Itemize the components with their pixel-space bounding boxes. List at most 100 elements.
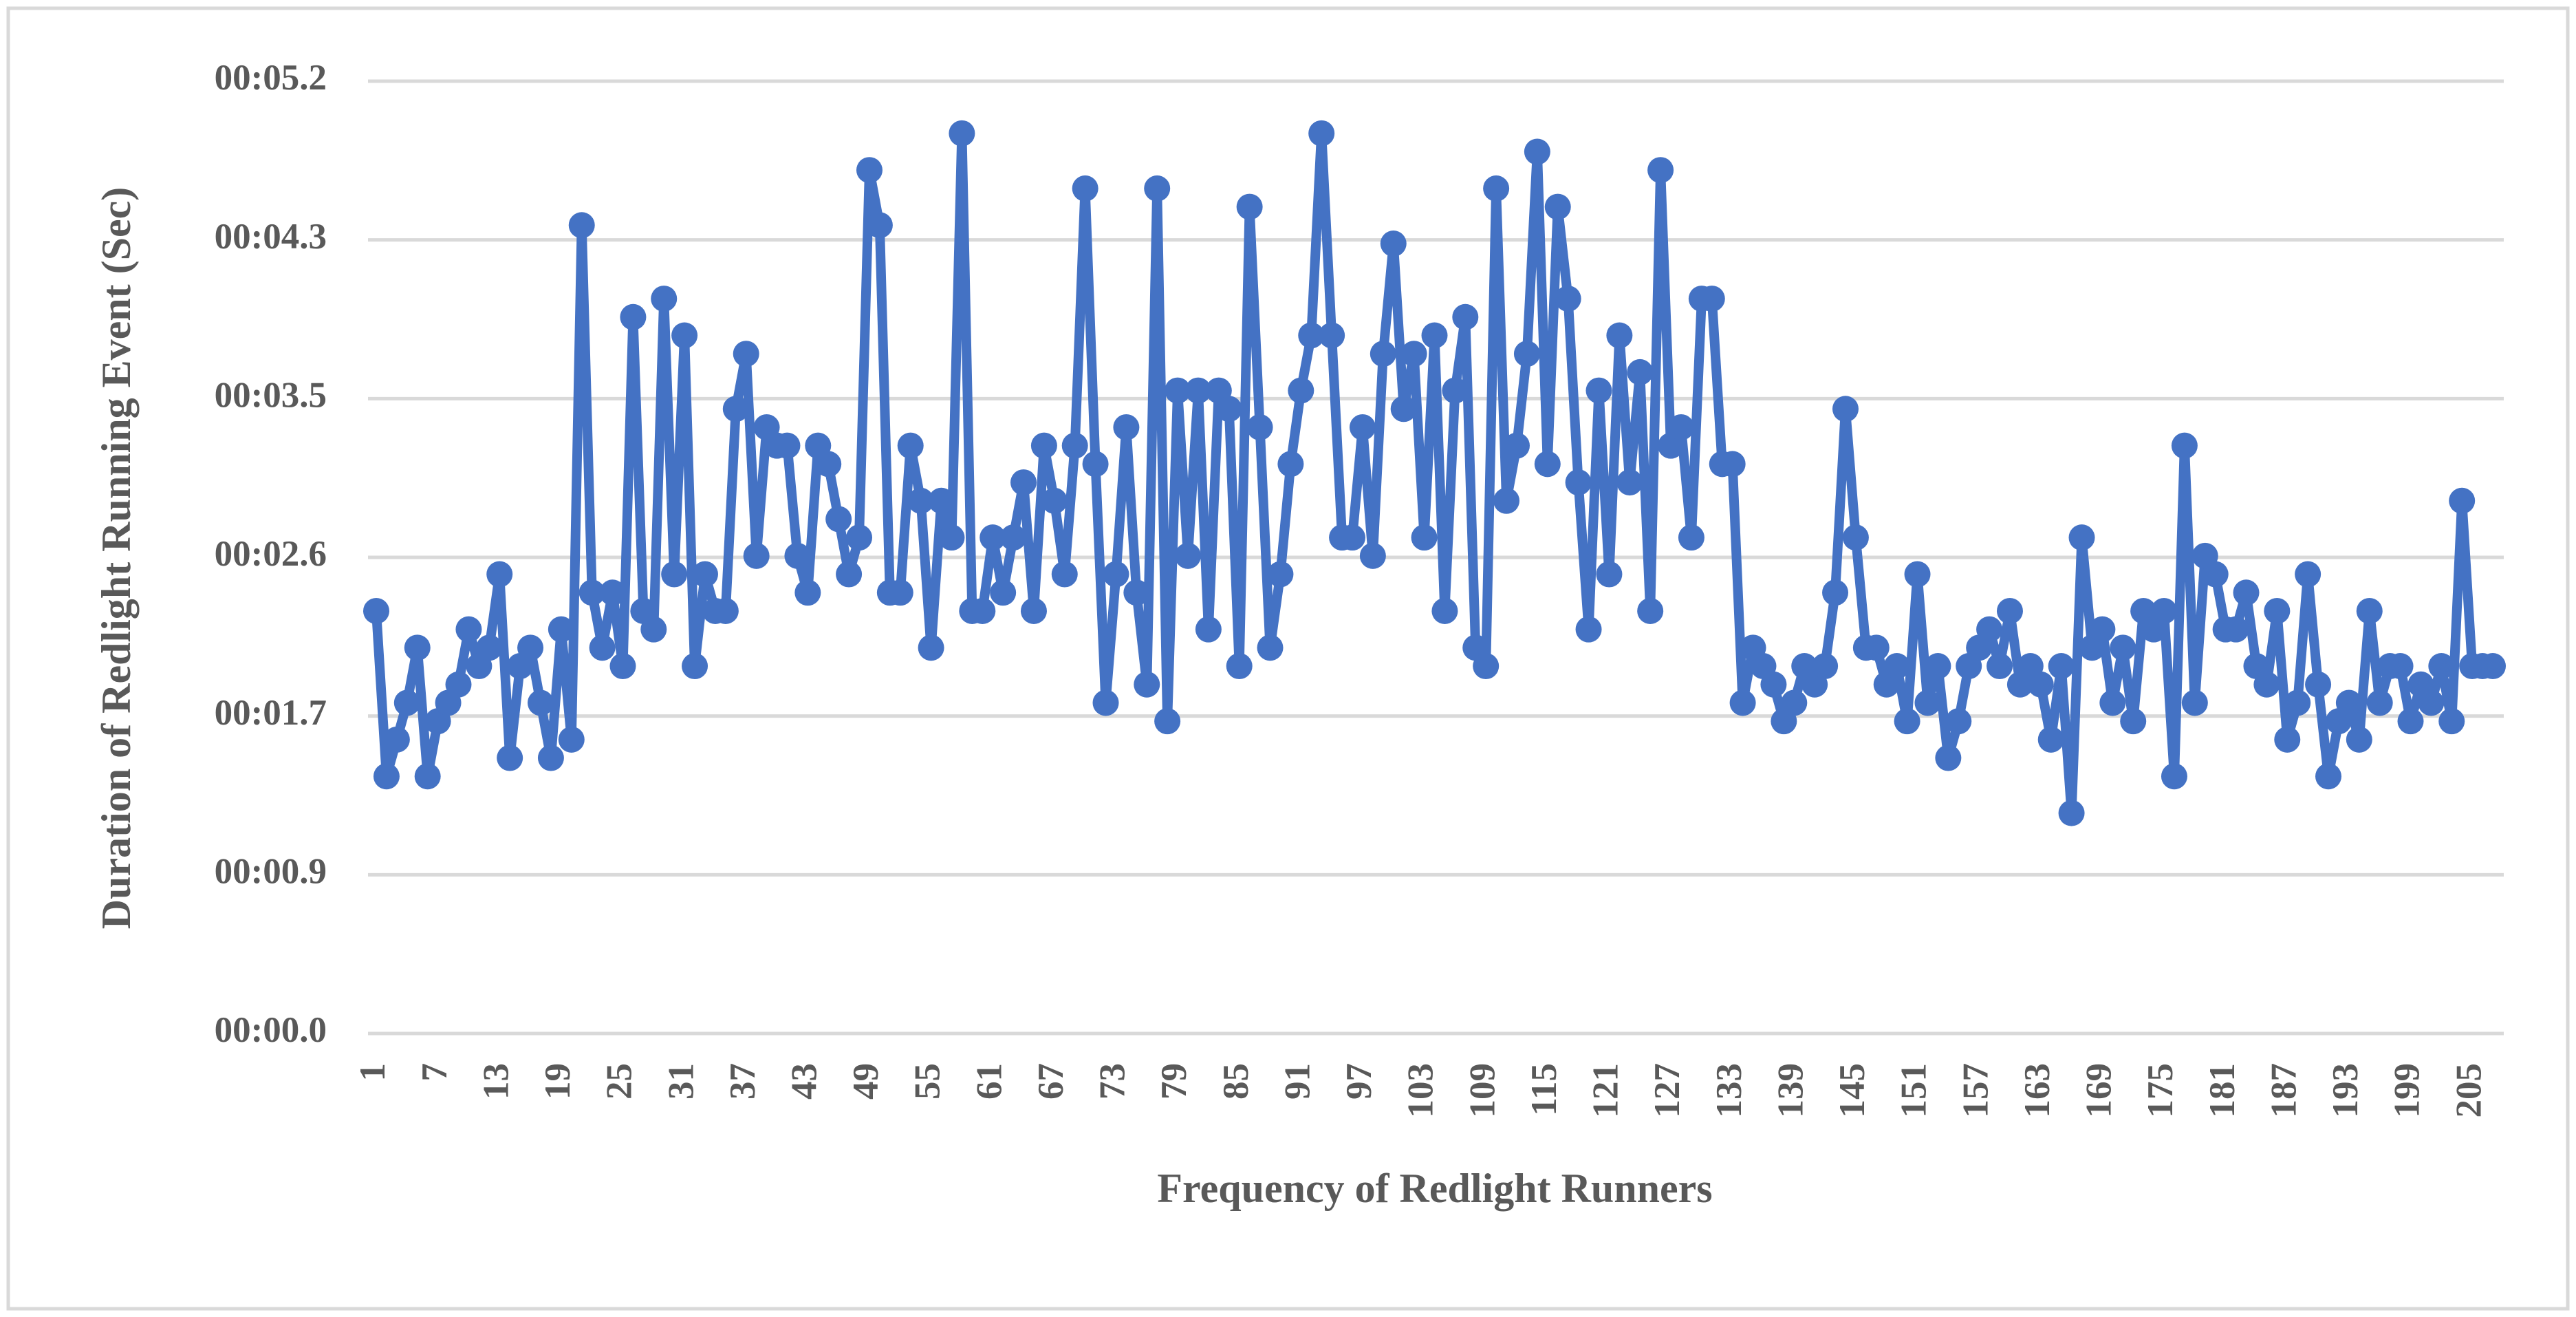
x-tick-label: 139 bbox=[1771, 1063, 1810, 1118]
data-point bbox=[1175, 542, 1202, 569]
data-point bbox=[2151, 597, 2178, 624]
data-point bbox=[486, 561, 513, 588]
data-point bbox=[414, 763, 441, 790]
y-tick-label: 00:01.7 bbox=[215, 693, 327, 733]
x-tick-label: 133 bbox=[1709, 1063, 1749, 1118]
data-point bbox=[836, 561, 863, 588]
data-point bbox=[1030, 432, 1057, 459]
data-point bbox=[682, 653, 708, 680]
data-point bbox=[1359, 542, 1386, 569]
data-point bbox=[1575, 616, 1602, 643]
x-tick-label: 7 bbox=[415, 1063, 455, 1082]
data-point bbox=[1534, 451, 1561, 478]
data-point bbox=[1103, 561, 1129, 588]
data-point bbox=[2099, 689, 2126, 716]
x-tick-label: 91 bbox=[1277, 1063, 1317, 1100]
data-point bbox=[1288, 377, 1314, 404]
data-point bbox=[2089, 616, 2116, 643]
x-tick-label: 121 bbox=[1586, 1063, 1626, 1118]
x-tick-label: 127 bbox=[1647, 1063, 1687, 1118]
data-point bbox=[1165, 377, 1191, 404]
data-point bbox=[1637, 597, 1664, 624]
data-point bbox=[476, 634, 503, 661]
data-point bbox=[856, 157, 883, 184]
data-point bbox=[712, 597, 739, 624]
data-point bbox=[743, 542, 770, 569]
data-point bbox=[969, 597, 996, 624]
data-point bbox=[578, 579, 605, 606]
data-point bbox=[774, 432, 801, 459]
x-tick-label: 43 bbox=[785, 1063, 825, 1100]
data-point bbox=[1184, 377, 1211, 404]
data-point bbox=[815, 451, 842, 478]
data-point bbox=[568, 212, 595, 239]
x-tick-label: 31 bbox=[661, 1063, 701, 1100]
data-point bbox=[1421, 322, 1448, 349]
data-point bbox=[1298, 322, 1325, 349]
x-tick-label: 49 bbox=[846, 1063, 886, 1100]
x-tick-label: 163 bbox=[2017, 1063, 2057, 1118]
data-point bbox=[1442, 377, 1469, 404]
data-point bbox=[1082, 451, 1109, 478]
data-point bbox=[1760, 671, 1787, 698]
data-point bbox=[2027, 671, 2054, 698]
data-point bbox=[1483, 175, 1510, 202]
data-point bbox=[1473, 653, 1500, 680]
data-point bbox=[1606, 322, 1633, 349]
data-point bbox=[866, 212, 893, 239]
data-point bbox=[1585, 377, 1612, 404]
data-point bbox=[2058, 800, 2085, 826]
x-tick-label: 145 bbox=[1832, 1063, 1872, 1118]
data-point bbox=[1925, 653, 1951, 680]
x-axis-title: Frequency of Redlight Runners bbox=[1157, 1166, 1712, 1211]
x-tick-label: 181 bbox=[2202, 1063, 2242, 1118]
data-point bbox=[2037, 726, 2064, 753]
data-point bbox=[1894, 708, 1920, 735]
data-point bbox=[1051, 561, 1078, 588]
data-point bbox=[651, 286, 678, 312]
data-point bbox=[1822, 579, 1849, 606]
x-tick-label: 19 bbox=[538, 1063, 578, 1100]
data-point bbox=[1000, 524, 1027, 551]
data-point bbox=[640, 616, 667, 643]
data-point bbox=[2418, 689, 2445, 716]
data-point bbox=[2274, 726, 2301, 753]
x-tick-label: 115 bbox=[1524, 1063, 1564, 1116]
data-point bbox=[1616, 469, 1643, 496]
data-point bbox=[1370, 341, 1396, 367]
data-point bbox=[1698, 286, 1725, 312]
data-point bbox=[2202, 561, 2229, 588]
data-point bbox=[2253, 671, 2280, 698]
data-point bbox=[918, 634, 944, 661]
data-point bbox=[2068, 524, 2095, 551]
data-point bbox=[1154, 708, 1181, 735]
x-tick-label: 151 bbox=[1894, 1063, 1934, 1118]
data-point bbox=[2120, 708, 2147, 735]
y-tick-label: 00:03.5 bbox=[215, 375, 327, 415]
data-point bbox=[404, 634, 431, 661]
data-point bbox=[517, 634, 544, 661]
x-tick-label: 61 bbox=[969, 1063, 1009, 1100]
data-point bbox=[2346, 726, 2372, 753]
data-point bbox=[2048, 653, 2075, 680]
data-point bbox=[1123, 579, 1150, 606]
data-point bbox=[1380, 231, 1407, 257]
data-point bbox=[1935, 745, 1962, 771]
data-point bbox=[2222, 616, 2249, 643]
data-point bbox=[1452, 303, 1479, 330]
data-point bbox=[1072, 175, 1098, 202]
data-point bbox=[1349, 414, 1376, 440]
data-point bbox=[1041, 487, 1068, 514]
data-point bbox=[1729, 689, 1756, 716]
y-tick-label: 00:05.2 bbox=[215, 58, 327, 98]
data-point bbox=[1555, 286, 1581, 312]
data-point bbox=[990, 579, 1017, 606]
data-point bbox=[1987, 653, 2013, 680]
data-point bbox=[1832, 396, 1859, 422]
data-point bbox=[2161, 763, 2187, 790]
x-tick-label: 97 bbox=[1339, 1063, 1379, 1100]
data-point bbox=[363, 597, 389, 624]
data-point bbox=[2110, 634, 2136, 661]
data-point bbox=[897, 432, 924, 459]
